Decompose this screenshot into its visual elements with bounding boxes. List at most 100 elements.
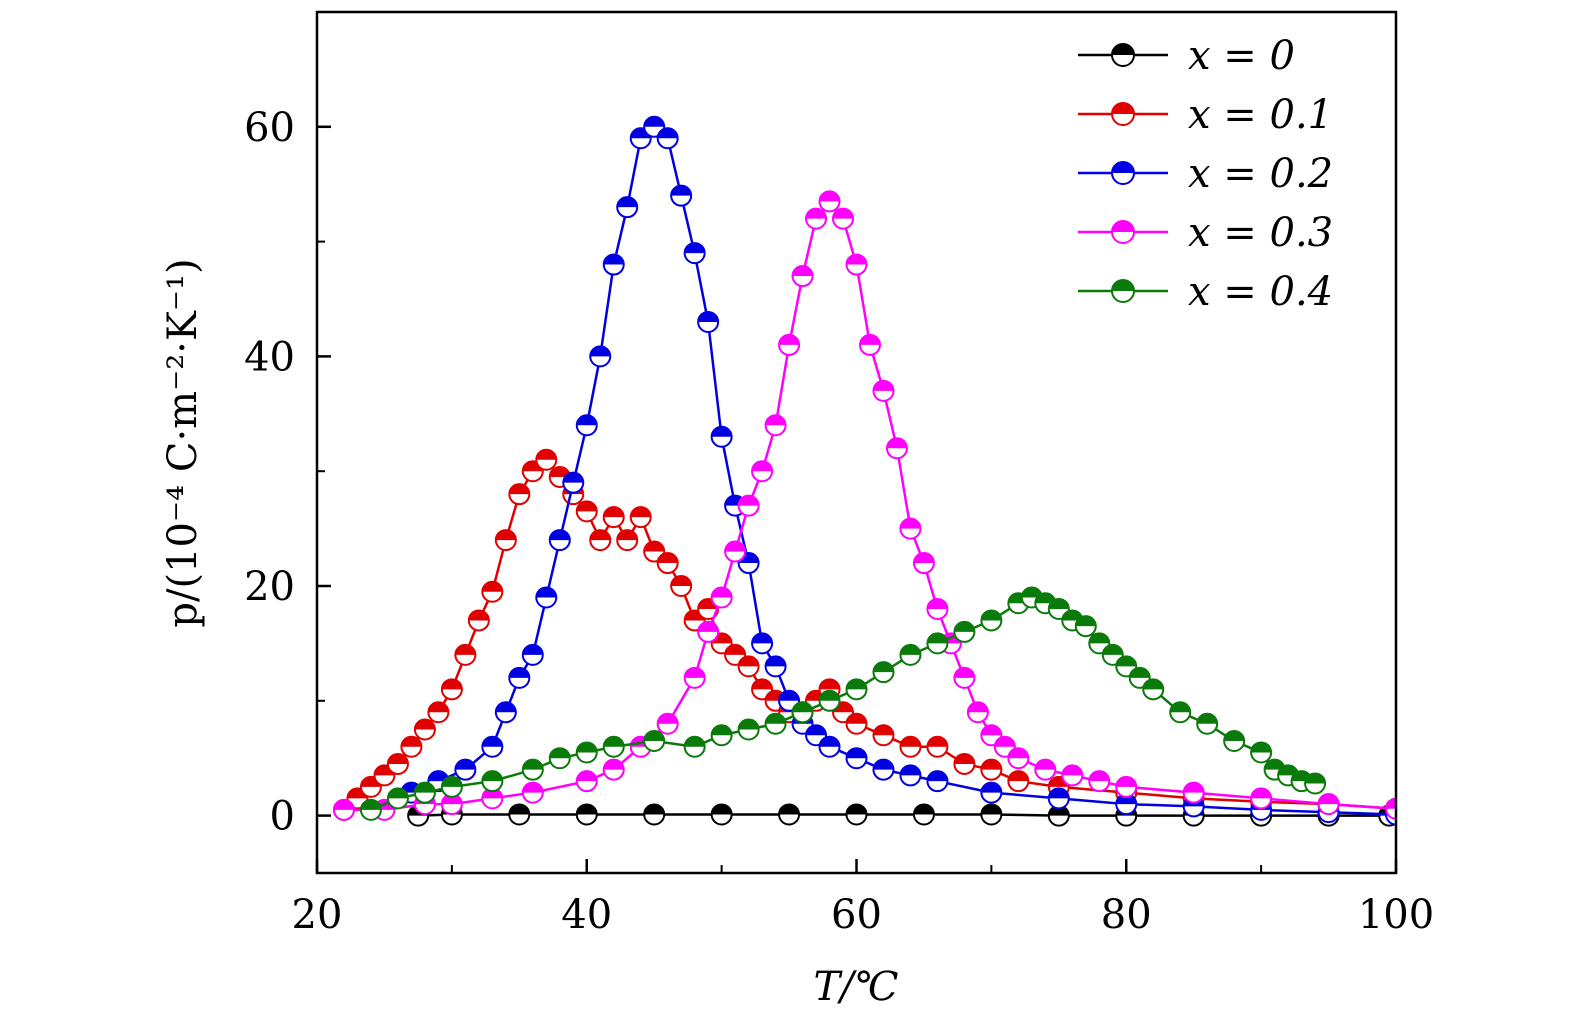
data-point-fill: [900, 518, 921, 529]
data-point: [1169, 701, 1192, 724]
x-tick-label: 40: [561, 892, 612, 938]
y-axis-ticks: 0 20 40 60: [244, 105, 331, 840]
y-tick-label: 0: [270, 794, 295, 840]
data-point: [656, 552, 679, 575]
data-point: [872, 661, 895, 684]
data-point: [508, 666, 531, 689]
data-point: [616, 529, 639, 552]
data-point: [683, 242, 706, 265]
data-point: [535, 586, 558, 609]
data-point-fill: [428, 702, 449, 713]
legend-marker-fill: [1112, 103, 1134, 114]
data-point-fill: [779, 690, 800, 701]
data-point-fill: [1008, 748, 1029, 759]
data-point-fill: [495, 702, 516, 713]
data-point-fill: [859, 334, 880, 345]
data-point-fill: [954, 621, 975, 632]
data-point-fill: [873, 380, 894, 391]
data-point-fill: [711, 804, 732, 815]
data-point: [629, 506, 652, 529]
data-point: [413, 718, 436, 741]
data-point-fill: [1089, 633, 1110, 644]
data-point: [427, 701, 450, 724]
data-point-fill: [792, 702, 813, 713]
data-point: [899, 517, 922, 540]
data-point: [562, 471, 585, 494]
data-point-fill: [1008, 771, 1029, 782]
data-point-fill: [617, 530, 638, 541]
data-point: [1196, 712, 1219, 735]
data-point-fill: [1305, 773, 1326, 784]
data-point-fill: [576, 742, 597, 753]
data-point: [521, 781, 544, 804]
data-point-fill: [671, 576, 692, 586]
data-point-fill: [1143, 679, 1164, 690]
data-point: [872, 724, 895, 747]
data-point-fill: [522, 782, 543, 793]
data-point-fill: [927, 771, 948, 782]
data-point-fill: [765, 713, 786, 724]
series-line: [410, 125, 1396, 816]
data-point-fill: [522, 759, 543, 770]
data-point: [980, 724, 1003, 747]
data-point-fill: [401, 736, 422, 747]
data-point-fill: [1129, 667, 1150, 678]
data-point: [845, 678, 868, 701]
data-point: [818, 735, 841, 758]
data-point-fill: [495, 530, 516, 541]
data-point: [778, 803, 801, 826]
data-point: [1047, 787, 1070, 810]
data-point-fill: [657, 553, 678, 564]
data-point-fill: [725, 541, 746, 552]
data-point-fill: [1062, 610, 1083, 621]
x-axis-title: T/℃: [814, 964, 899, 1010]
data-point: [467, 609, 490, 632]
data-point: [521, 758, 544, 781]
data-point-fill: [981, 782, 1002, 793]
data-point: [670, 575, 693, 597]
data-point: [575, 741, 598, 764]
data-point-fill: [927, 598, 948, 609]
data-point-fill: [576, 415, 597, 426]
data-point-fill: [886, 438, 907, 449]
data-point-fill: [927, 736, 948, 747]
data-point-fill: [414, 782, 435, 793]
data-point: [872, 758, 895, 781]
data-point-fill: [981, 804, 1002, 815]
data-point: [440, 775, 463, 798]
data-point-fill: [806, 208, 827, 219]
data-point-fill: [806, 725, 827, 736]
data-point-fill: [752, 633, 773, 644]
data-point: [697, 310, 720, 333]
data-point: [926, 597, 949, 620]
legend-label: x = 0.2: [1188, 151, 1333, 197]
data-point: [589, 345, 612, 368]
data-point: [899, 735, 922, 758]
data-point-fill: [873, 662, 894, 673]
data-point-fill: [455, 759, 476, 770]
data-point-fill: [617, 197, 638, 208]
data-point: [643, 729, 666, 752]
data-point-fill: [779, 334, 800, 345]
data-point-fill: [1075, 616, 1096, 627]
data-point-fill: [671, 185, 692, 196]
data-point-fill: [1048, 598, 1069, 609]
data-point-fill: [833, 208, 854, 219]
data-point-fill: [644, 116, 665, 127]
data-point-fill: [1183, 782, 1204, 793]
data-point-fill: [468, 610, 489, 621]
data-point: [818, 190, 841, 213]
data-point: [508, 803, 531, 826]
data-point-fill: [1021, 587, 1042, 598]
legend-label: x = 0.1: [1188, 92, 1333, 138]
data-point-fill: [1251, 788, 1272, 799]
data-point-fill: [711, 426, 732, 437]
data-point-fill: [927, 633, 948, 644]
data-point-fill: [846, 254, 867, 265]
data-point: [670, 184, 693, 207]
data-point: [966, 701, 989, 724]
x-tick-label: 60: [831, 892, 882, 938]
data-point-fill: [1197, 713, 1218, 724]
data-point: [845, 747, 868, 770]
data-point-fill: [873, 725, 894, 736]
